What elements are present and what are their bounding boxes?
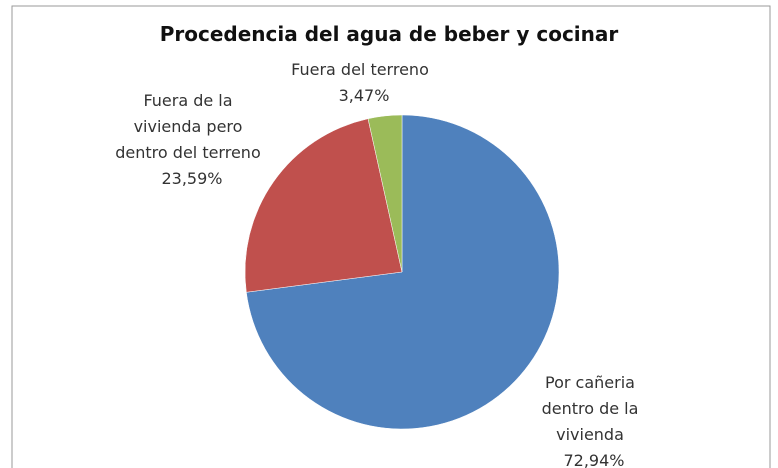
slice-label: Fuera del terreno 3,47% (280, 57, 440, 109)
value-label: 23,59% (161, 169, 223, 188)
pie-slice (244, 118, 403, 293)
slice-label: Fuera de la vivienda pero dentro del ter… (108, 88, 268, 192)
value-label: 3,47% (338, 86, 390, 105)
value-label: 72,94% (563, 451, 625, 468)
slice-label: Por cañeria dentro de la vivienda 72,94% (520, 370, 660, 468)
chart-title: Procedencia del agua de beber y cocinar (159, 22, 619, 46)
category-label: Por cañeria dentro de la vivienda (541, 373, 639, 444)
pie-slice (246, 114, 560, 430)
category-label: Fuera del terreno (291, 60, 429, 79)
category-label: Fuera de la vivienda pero dentro del ter… (115, 91, 261, 162)
pie-slice (367, 114, 403, 273)
